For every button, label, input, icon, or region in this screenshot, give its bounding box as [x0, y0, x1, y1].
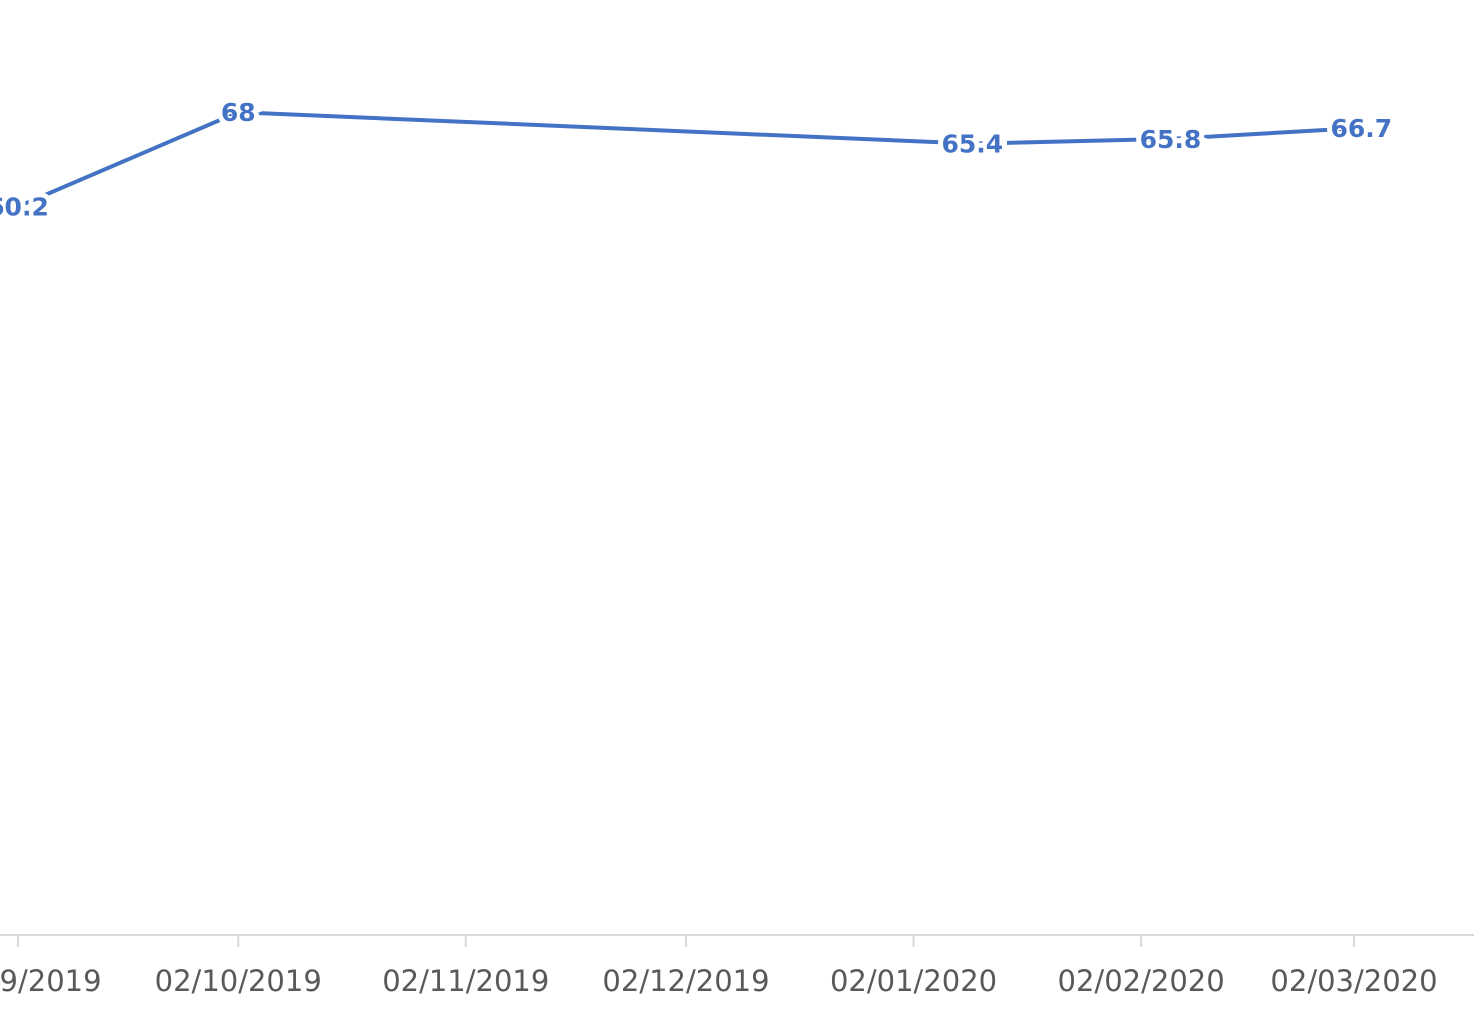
data-label: 68	[221, 98, 256, 127]
x-tick-label: 02/12/2019	[602, 964, 769, 998]
x-tick-label: 02/03/2020	[1270, 964, 1437, 998]
data-label: 65.8	[1140, 125, 1202, 154]
x-tick-label: 02/02/2020	[1058, 964, 1225, 998]
x-tick-label: 02/01/2020	[830, 964, 997, 998]
x-tick-label: 02/09/2019	[0, 964, 102, 998]
data-label: 65.4	[941, 130, 1003, 159]
data-label: 60.2	[0, 193, 49, 222]
x-tick-label: 02/10/2019	[155, 964, 322, 998]
data-label: 66.7	[1330, 114, 1392, 143]
x-tick-label: 02/11/2019	[382, 964, 549, 998]
line-series	[17, 110, 1362, 209]
